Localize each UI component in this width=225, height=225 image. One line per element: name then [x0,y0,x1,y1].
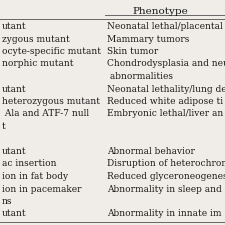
Text: utant: utant [2,22,27,31]
Text: Reduced glyceroneogenes: Reduced glyceroneogenes [107,172,225,181]
Text: Skin tumor: Skin tumor [107,47,158,56]
Text: Chondrodysplasia and neu: Chondrodysplasia and neu [107,59,225,68]
Text: abnormalities: abnormalities [107,72,173,81]
Text: ion in pacemaker: ion in pacemaker [2,184,81,194]
Text: Neonatal lethal/placental .: Neonatal lethal/placental . [107,22,225,31]
Text: Abnormal behavior: Abnormal behavior [107,147,195,156]
Text: ac insertion: ac insertion [2,160,56,169]
Text: utant: utant [2,85,27,94]
Text: Disruption of heterochron: Disruption of heterochron [107,160,225,169]
Text: utant: utant [2,147,27,156]
Text: heterozygous mutant: heterozygous mutant [2,97,100,106]
Text: Abnormality in innate im: Abnormality in innate im [107,209,221,218]
Text: zygous mutant: zygous mutant [2,34,70,43]
Text: ns: ns [2,197,13,206]
Text: ion in fat body: ion in fat body [2,172,68,181]
Text: Phenotype: Phenotype [132,7,188,16]
Text: Abnormality in sleep and: Abnormality in sleep and [107,184,222,194]
Text: Reduced white adipose ti: Reduced white adipose ti [107,97,223,106]
Text: ocyte-specific mutant: ocyte-specific mutant [2,47,101,56]
Text: utant: utant [2,209,27,218]
Text: Neonatal lethality/lung de: Neonatal lethality/lung de [107,85,225,94]
Text: Ala and ATF-7 null: Ala and ATF-7 null [2,110,89,119]
Text: t: t [2,122,6,131]
Text: norphic mutant: norphic mutant [2,59,74,68]
Text: Embryonic lethal/liver an: Embryonic lethal/liver an [107,110,223,119]
Text: Mammary tumors: Mammary tumors [107,34,189,43]
